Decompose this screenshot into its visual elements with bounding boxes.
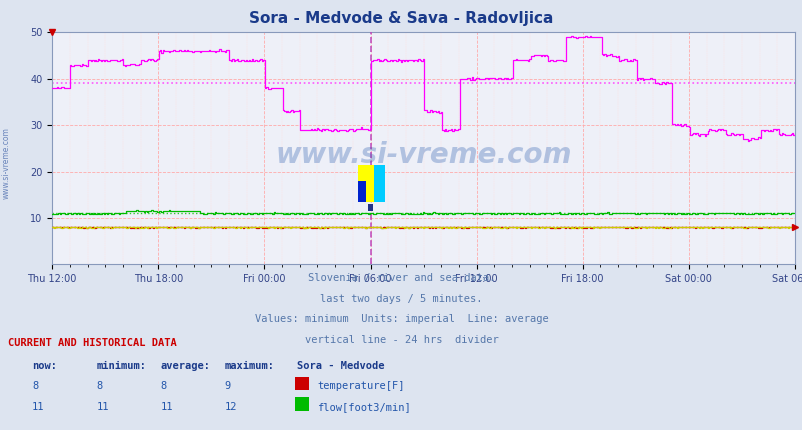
Text: flow[foot3/min]: flow[foot3/min] xyxy=(317,402,411,412)
Text: average:: average: xyxy=(160,360,210,371)
Text: Values: minimum  Units: imperial  Line: average: Values: minimum Units: imperial Line: av… xyxy=(254,314,548,324)
Text: now:: now: xyxy=(32,360,57,371)
Text: www.si-vreme.com: www.si-vreme.com xyxy=(275,141,571,169)
Text: vertical line - 24 hrs  divider: vertical line - 24 hrs divider xyxy=(304,335,498,345)
Text: 11: 11 xyxy=(32,402,45,412)
Text: 8: 8 xyxy=(32,381,38,391)
Text: 11: 11 xyxy=(160,402,173,412)
Text: 11: 11 xyxy=(96,402,109,412)
Text: 8: 8 xyxy=(160,381,167,391)
Bar xyxy=(358,181,366,202)
Text: temperature[F]: temperature[F] xyxy=(317,381,404,391)
Text: 9: 9 xyxy=(225,381,231,391)
Text: CURRENT AND HISTORICAL DATA: CURRENT AND HISTORICAL DATA xyxy=(8,338,176,348)
Bar xyxy=(374,165,385,202)
Text: www.si-vreme.com: www.si-vreme.com xyxy=(2,127,11,200)
Text: Sora - Medvode & Sava - Radovljica: Sora - Medvode & Sava - Radovljica xyxy=(249,11,553,26)
Text: Sora - Medvode: Sora - Medvode xyxy=(297,360,384,371)
Bar xyxy=(367,204,373,211)
Text: maximum:: maximum: xyxy=(225,360,274,371)
Text: last two days / 5 minutes.: last two days / 5 minutes. xyxy=(320,294,482,304)
Bar xyxy=(358,165,374,202)
Text: Slovenia / river and sea data.: Slovenia / river and sea data. xyxy=(307,273,495,283)
Text: minimum:: minimum: xyxy=(96,360,146,371)
Text: 8: 8 xyxy=(96,381,103,391)
Text: 12: 12 xyxy=(225,402,237,412)
